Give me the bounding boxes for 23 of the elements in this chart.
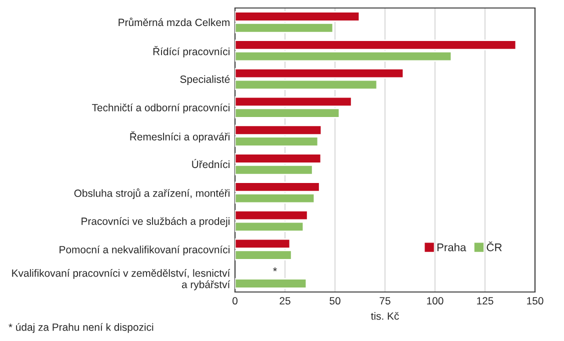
x-tick-label: 125: [477, 297, 494, 305]
y-tick-label: Techničtí a odborní pracovníci: [92, 104, 230, 114]
x-tick-label: 100: [427, 297, 444, 305]
x-tick-label: 0: [232, 297, 238, 305]
y-tick-label: Pracovníci ve službách a prodeji: [82, 217, 230, 227]
x-tick-label: 50: [330, 297, 340, 305]
y-tick-label: Řídící pracovníci: [153, 46, 230, 58]
y-tick-label: Úředníci: [192, 158, 230, 168]
text: * údaj za Prahu není k dispozici: [8, 323, 154, 333]
y-tick-label: Průměrná mzda Celkem: [118, 18, 230, 26]
x-axis-title: tis. Kč: [370, 312, 399, 320]
y-tick-label: Obsluha strojů a zařízení, montéři: [74, 188, 230, 199]
x-tick-label: 150: [527, 297, 544, 305]
annotation: *: [273, 267, 277, 272]
x-tick-label: 75: [380, 297, 390, 305]
x-tick-label: 25: [280, 297, 290, 305]
y-tick-label: Řemeslníci a opraváři: [130, 131, 230, 143]
legend-label: Praha: [437, 243, 466, 252]
y-tick-label: Pomocní a nekvalifikovaní pracovníci: [60, 246, 230, 256]
bar: [235, 278, 308, 289]
y-tick-label: Specialisté: [180, 75, 230, 85]
y-tick-label: Kvalifikovaní pracovníci v zemědělství, lesnictví a rybářství: [12, 269, 230, 290]
legend-label: ČR: [486, 241, 502, 252]
